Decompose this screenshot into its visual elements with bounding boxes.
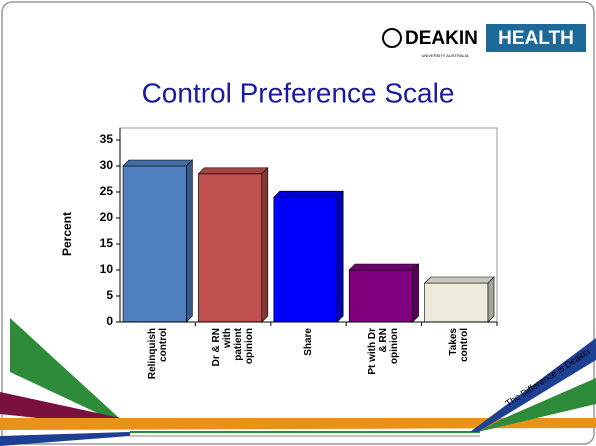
bar xyxy=(348,269,413,323)
y-tick-label: 25 xyxy=(100,184,114,198)
x-tick-label: Dr & RN with patient opinion xyxy=(211,328,256,367)
bar-top xyxy=(122,159,194,167)
bar-side xyxy=(487,276,495,323)
logo-sub: UNIVERSITY AUSTRALIA xyxy=(421,53,468,58)
logo-name: DEAKIN xyxy=(405,28,478,49)
deco-blue-right xyxy=(470,338,596,432)
y-tick-label: 35 xyxy=(100,132,114,146)
bar xyxy=(198,173,263,323)
logo-box xyxy=(486,24,586,52)
logo-crest xyxy=(382,28,402,48)
bar xyxy=(424,282,489,323)
bar-top xyxy=(197,167,269,175)
bar xyxy=(122,165,187,323)
y-tick-label: 30 xyxy=(100,158,114,172)
bar-side xyxy=(261,167,269,323)
x-tick-label: Relinquish control xyxy=(146,328,169,380)
y-axis-label: Percent xyxy=(60,212,74,256)
bar-top xyxy=(423,276,495,284)
y-tick-label: 15 xyxy=(100,236,114,250)
chart-title: Control Preference Scale xyxy=(142,77,455,108)
x-tick-label: Takes control xyxy=(448,328,471,362)
deco-blue-left xyxy=(0,432,130,446)
deco-orange xyxy=(0,418,596,430)
logo-tag: HEALTH xyxy=(498,28,574,49)
logo: DEAKIN HEALTH UNIVERSITY AUSTRALIA xyxy=(382,24,586,58)
y-tick-label: 20 xyxy=(100,210,114,224)
deco-green-right xyxy=(478,378,596,432)
y-tick-label: 0 xyxy=(106,314,113,328)
y-tick-label: 10 xyxy=(100,262,114,276)
bar-top xyxy=(273,190,344,198)
bar-side xyxy=(336,190,344,323)
x-tick-label: Share xyxy=(303,328,314,356)
deco-green xyxy=(10,318,138,432)
bar xyxy=(273,196,338,323)
bar-side xyxy=(412,263,419,323)
x-tick-label: Pt with Dr & RN opinion xyxy=(367,328,401,375)
y-tick-label: 5 xyxy=(106,288,113,302)
bar-side xyxy=(186,159,193,323)
bar-top xyxy=(348,263,420,271)
